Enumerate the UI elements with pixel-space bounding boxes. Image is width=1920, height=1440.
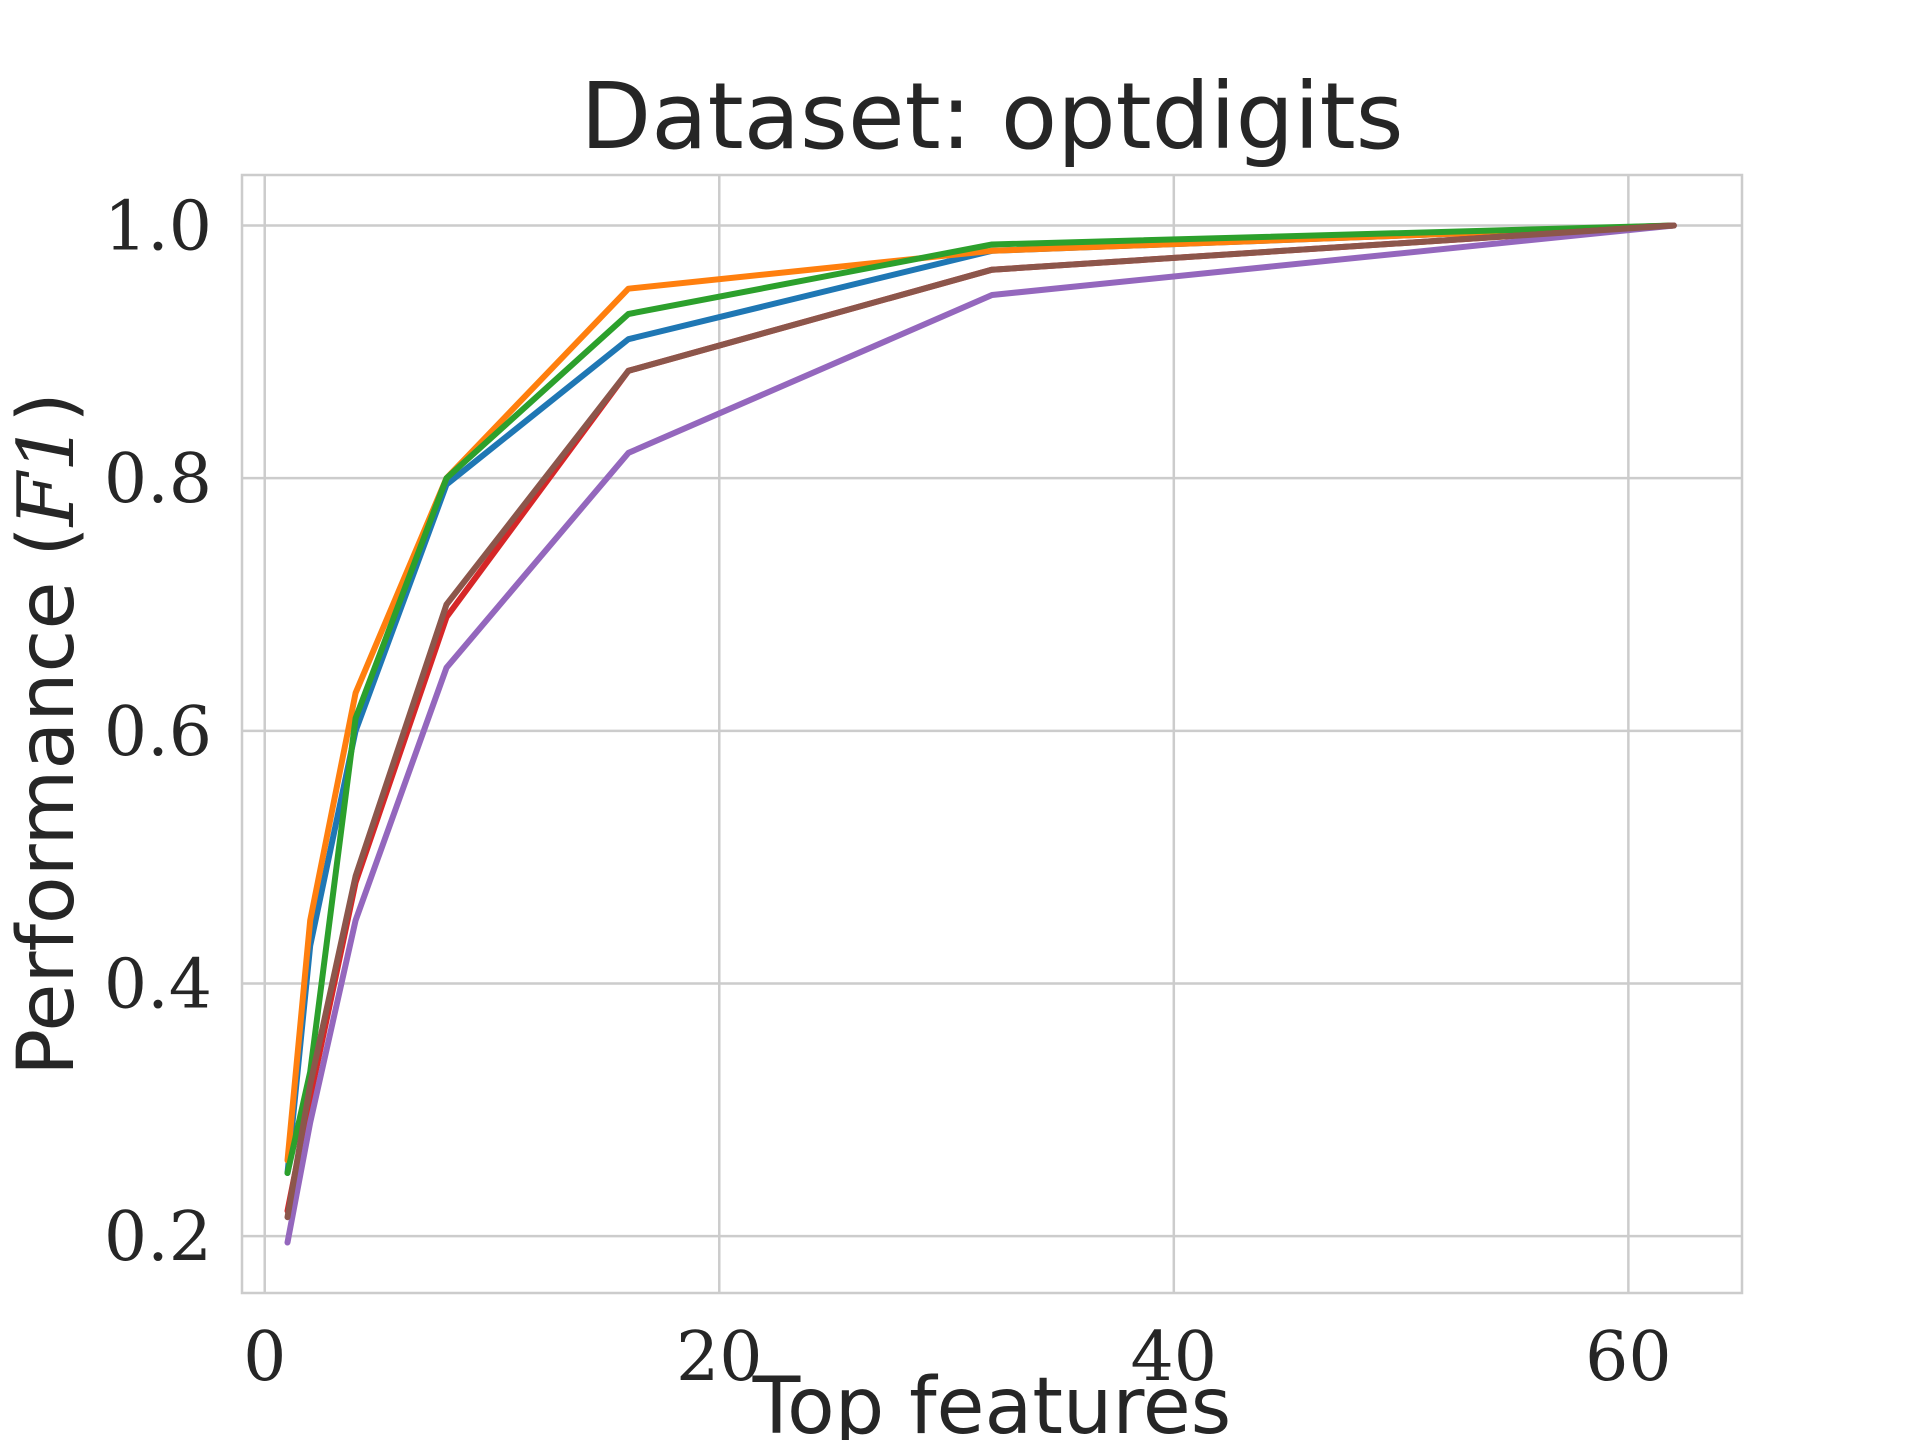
chart-title: Dataset: optdigits [580,63,1403,170]
series-line-2 [284,222,1677,1164]
series-line-1 [284,222,1677,1176]
y-tick-label: 0.4 [104,945,212,1024]
x-tick-label: 60 [1585,1318,1672,1397]
y-axis-label: Performance (F1) [2,392,92,1076]
x-tick-label: 20 [676,1318,763,1397]
y-axis-label-text: Performance ( [2,526,92,1076]
x-tick-label: 0 [243,1318,286,1397]
grid-lines [242,175,1742,1293]
y-tick-label: 0.6 [104,693,212,772]
y-axis-label-math: F1 [2,423,92,529]
x-axis-label: Top features [752,1362,1232,1440]
plot-frame [240,173,1744,1295]
y-axis-label-close: ) [2,392,92,422]
x-tick-label: 40 [1131,1318,1218,1397]
series-line-5 [284,222,1677,1246]
y-tick-label: 1.0 [104,188,212,267]
series-line-3 [284,222,1677,1176]
x-tick-labels: 0 20 40 60 [243,1318,1672,1397]
series-lines [284,222,1677,1246]
y-tick-label: 0.8 [104,440,212,519]
y-tick-labels: 0.2 0.4 0.6 0.8 1.0 [104,188,212,1278]
y-tick-label: 0.2 [104,1198,212,1277]
series-line-6 [284,222,1677,1221]
series-line-4 [284,222,1677,1214]
